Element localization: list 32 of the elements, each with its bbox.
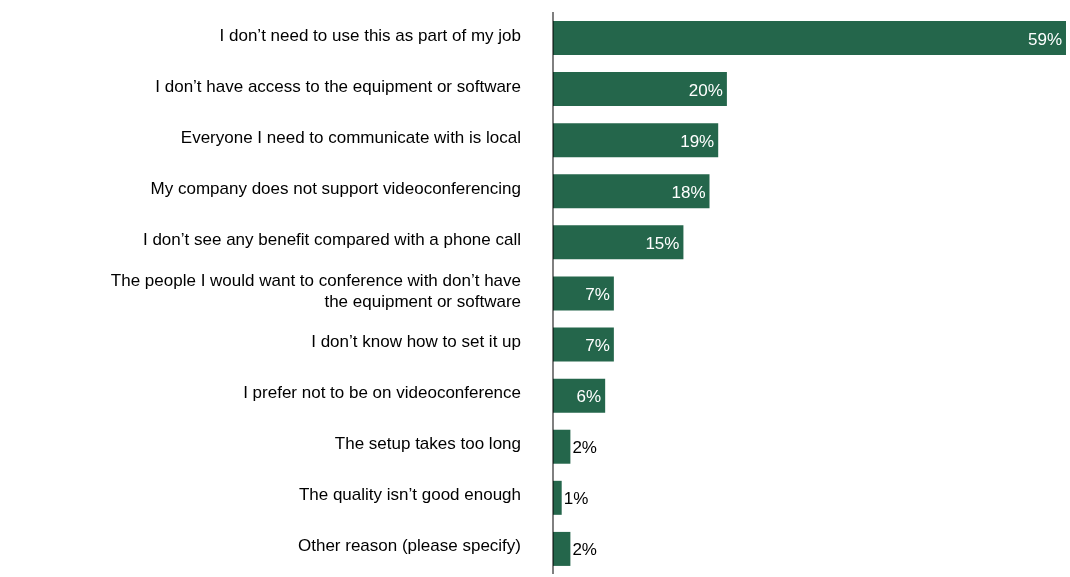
y-tick-label: Everyone I need to communicate with is local (180, 127, 521, 147)
y-tick-label: I don’t have access to the equipment or software (155, 76, 521, 96)
bar (553, 276, 614, 311)
y-tick-label: I prefer not to be on videoconference (243, 382, 521, 402)
data-label: 7% (585, 284, 610, 304)
bar (553, 225, 684, 260)
bar (553, 429, 571, 464)
y-tick-label: The quality isn’t good enough (298, 484, 521, 504)
y-tick-label: My company does not support videoconferencing (150, 178, 521, 198)
y-tick-label: I don’t need to use this as part of my job (219, 25, 521, 45)
bar (553, 174, 710, 209)
data-label: 18% (671, 182, 706, 202)
bar (553, 123, 719, 158)
data-label: 15% (645, 233, 680, 253)
bar (553, 72, 727, 107)
data-label: 59% (1027, 29, 1062, 49)
data-label: 2% (572, 438, 597, 458)
y-tick-label: I don’t see any benefit compared with a phone call (142, 229, 521, 249)
bar (553, 21, 1066, 55)
data-label: 6% (576, 387, 602, 407)
y-tick-label: The people I would want to conference with don’t have the equipment or software (110, 270, 521, 310)
data-label: 20% (688, 80, 723, 100)
data-label: 2% (572, 540, 597, 560)
bar (553, 531, 571, 566)
y-tick-label: The setup takes too long (334, 433, 521, 453)
data-label: 7% (585, 336, 610, 356)
y-tick-label: Other reason (please specify) (298, 535, 521, 555)
y-tick-label: I don’t know how to set it up (311, 331, 521, 351)
bar (553, 480, 562, 515)
bar (553, 327, 614, 362)
data-label: 19% (680, 131, 715, 151)
data-label: 1% (563, 489, 589, 509)
